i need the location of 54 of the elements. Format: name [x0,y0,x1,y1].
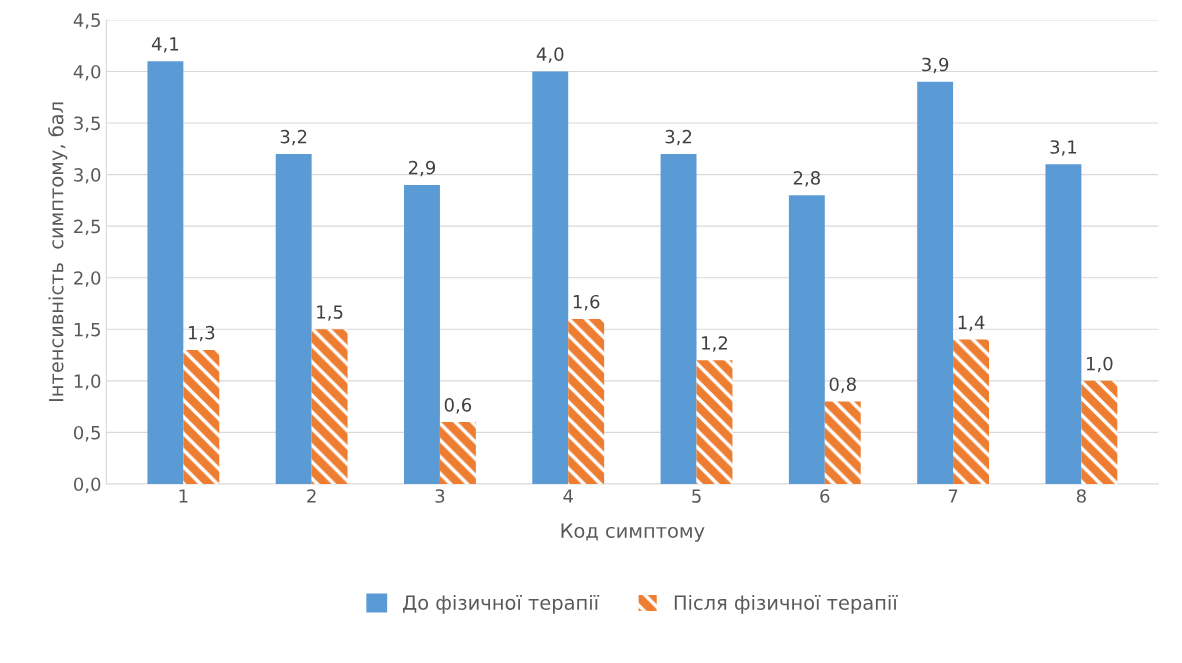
data-label: 3,2 [665,129,692,146]
data-label: 2,9 [408,160,436,177]
x-tick-label: 7 [948,489,958,503]
x-tick-label: 6 [820,489,830,503]
x-tick-label: 5 [692,489,701,503]
bar [404,184,440,484]
data-label: 2,8 [793,171,820,187]
bar [824,401,861,484]
data-label: 0,6 [444,398,472,414]
bar [275,153,312,484]
data-label: 1,2 [702,336,728,352]
bar [1081,380,1118,484]
data-label: 4,1 [151,37,179,53]
data-label: 1,6 [573,294,600,311]
y-tick-label: 1,0 [74,374,101,390]
data-label: 3,9 [922,57,949,74]
legend-label: Після фізичної терапії [674,594,898,614]
y-tick-label: 3,5 [74,116,100,132]
bar [696,360,733,484]
bar [532,71,569,484]
bar [953,339,990,484]
data-label: 1,3 [188,325,215,342]
x-tick-label: 4 [563,489,573,503]
y-tick-label: 3,0 [74,168,101,184]
x-axis-title: Код симптому [561,523,705,542]
bar [917,81,954,484]
bar [439,422,476,484]
data-label: 3,1 [1050,140,1077,156]
bar [183,349,220,484]
y-tick-label: 0,5 [74,425,100,442]
data-label: 4,0 [536,47,564,63]
bar [311,329,348,484]
x-tick-label: 3 [435,489,445,503]
data-label: 1,4 [958,315,985,331]
x-tick-label: 8 [1076,489,1086,503]
data-label: 1,0 [1086,356,1113,373]
bar [147,61,184,484]
data-label: 1,5 [317,305,343,321]
bar [788,195,825,484]
y-tick-label: 0,0 [74,477,101,493]
y-tick-label: 4,5 [73,13,100,29]
y-tick-label: 2,0 [74,271,101,287]
y-axis-title: Інтенсивність симптому, бал [48,102,68,402]
data-label: 0,8 [829,377,856,393]
x-tick-label: 2 [307,489,316,503]
bar [1045,164,1082,484]
y-tick-label: 4,0 [73,64,101,81]
x-tick-label: 1 [179,489,188,503]
bar [568,318,605,484]
legend-label: До фізичної терапії [402,594,600,614]
y-tick-label: 2,5 [74,219,100,236]
bar [660,153,697,484]
y-tick-label: 1,5 [74,322,100,339]
data-label: 3,2 [280,129,307,146]
